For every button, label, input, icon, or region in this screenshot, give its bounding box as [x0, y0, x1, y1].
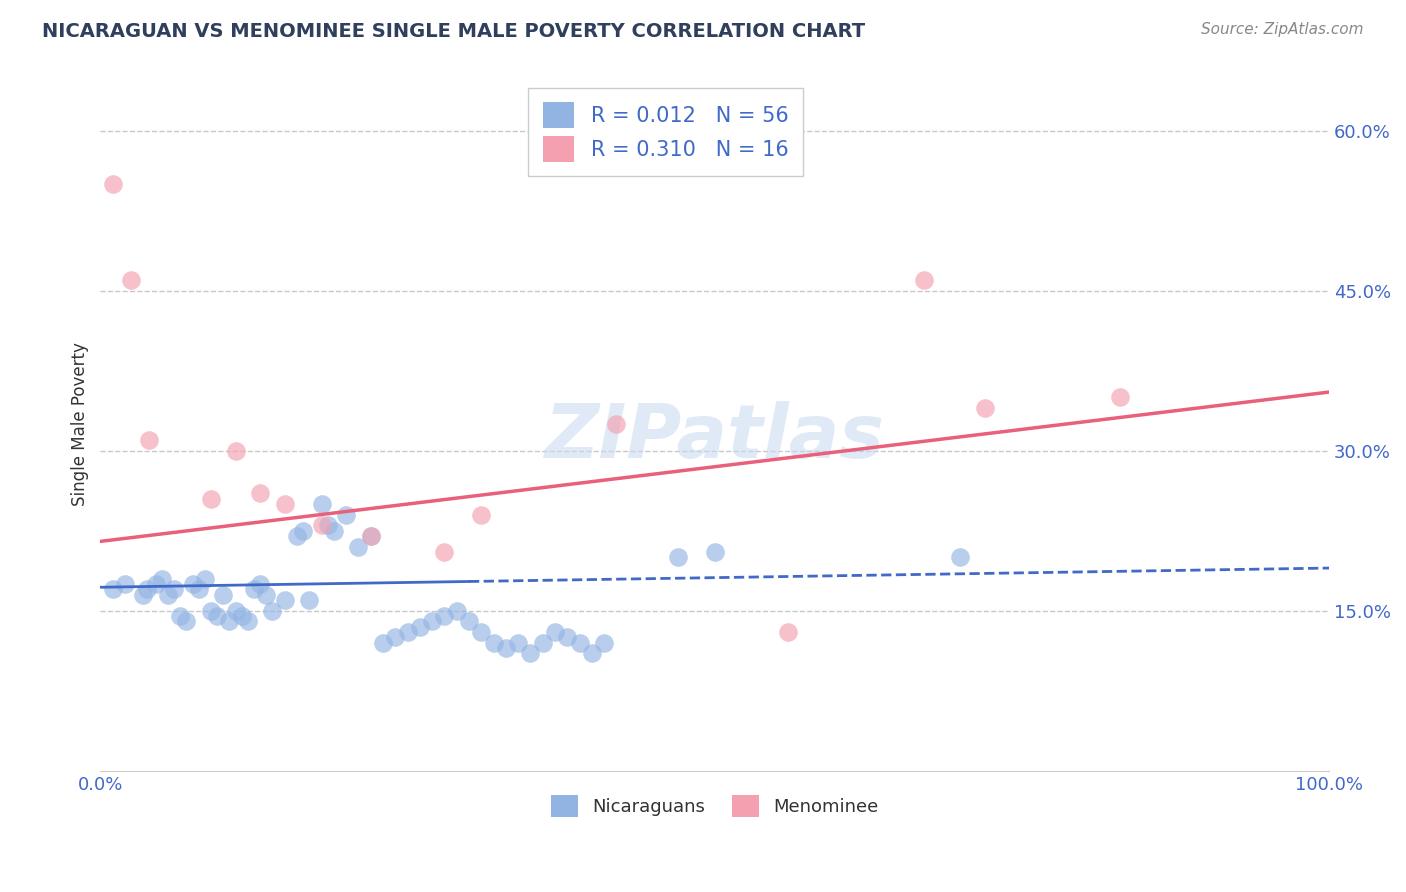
Point — [236, 615, 259, 629]
Point — [101, 177, 124, 191]
Point — [145, 577, 167, 591]
Point — [205, 609, 228, 624]
Point — [224, 443, 246, 458]
Point — [360, 529, 382, 543]
Point — [347, 540, 370, 554]
Point — [458, 615, 481, 629]
Point — [136, 582, 159, 597]
Point — [396, 625, 419, 640]
Point — [231, 609, 253, 624]
Point — [212, 588, 235, 602]
Point — [519, 646, 541, 660]
Point — [912, 273, 935, 287]
Point — [384, 631, 406, 645]
Point — [187, 582, 209, 597]
Point — [470, 625, 492, 640]
Point — [1109, 391, 1132, 405]
Point — [360, 529, 382, 543]
Point — [778, 625, 800, 640]
Point — [101, 582, 124, 597]
Point — [335, 508, 357, 522]
Point — [974, 401, 997, 415]
Point — [666, 550, 689, 565]
Point — [262, 604, 284, 618]
Point — [218, 615, 240, 629]
Point — [311, 518, 333, 533]
Point — [703, 545, 725, 559]
Point — [285, 529, 308, 543]
Point — [420, 615, 443, 629]
Point — [200, 604, 222, 618]
Point — [409, 620, 432, 634]
Point — [176, 615, 198, 629]
Text: NICARAGUAN VS MENOMINEE SINGLE MALE POVERTY CORRELATION CHART: NICARAGUAN VS MENOMINEE SINGLE MALE POVE… — [42, 22, 865, 41]
Point — [482, 636, 505, 650]
Point — [273, 593, 295, 607]
Point — [194, 572, 217, 586]
Point — [470, 508, 492, 522]
Point — [163, 582, 186, 597]
Point — [371, 636, 394, 650]
Point — [506, 636, 529, 650]
Point — [581, 646, 603, 660]
Point — [433, 609, 456, 624]
Point — [156, 588, 179, 602]
Point — [138, 433, 160, 447]
Point — [446, 604, 468, 618]
Point — [249, 486, 271, 500]
Point — [495, 641, 517, 656]
Text: Source: ZipAtlas.com: Source: ZipAtlas.com — [1201, 22, 1364, 37]
Point — [132, 588, 155, 602]
Point — [544, 625, 567, 640]
Point — [555, 631, 578, 645]
Y-axis label: Single Male Poverty: Single Male Poverty — [72, 343, 89, 506]
Point — [298, 593, 321, 607]
Point — [273, 497, 295, 511]
Point — [316, 518, 339, 533]
Point — [243, 582, 266, 597]
Point — [181, 577, 204, 591]
Point — [433, 545, 456, 559]
Point — [322, 524, 344, 538]
Point — [224, 604, 246, 618]
Text: ZIPatlas: ZIPatlas — [544, 401, 884, 475]
Point — [605, 417, 627, 431]
Point — [531, 636, 554, 650]
Point — [169, 609, 191, 624]
Point — [249, 577, 271, 591]
Point — [311, 497, 333, 511]
Point — [292, 524, 315, 538]
Point — [120, 273, 142, 287]
Point — [568, 636, 591, 650]
Point — [150, 572, 173, 586]
Point — [200, 491, 222, 506]
Legend: Nicaraguans, Menominee: Nicaraguans, Menominee — [543, 788, 886, 824]
Point — [254, 588, 277, 602]
Point — [593, 636, 616, 650]
Point — [949, 550, 972, 565]
Point — [114, 577, 136, 591]
